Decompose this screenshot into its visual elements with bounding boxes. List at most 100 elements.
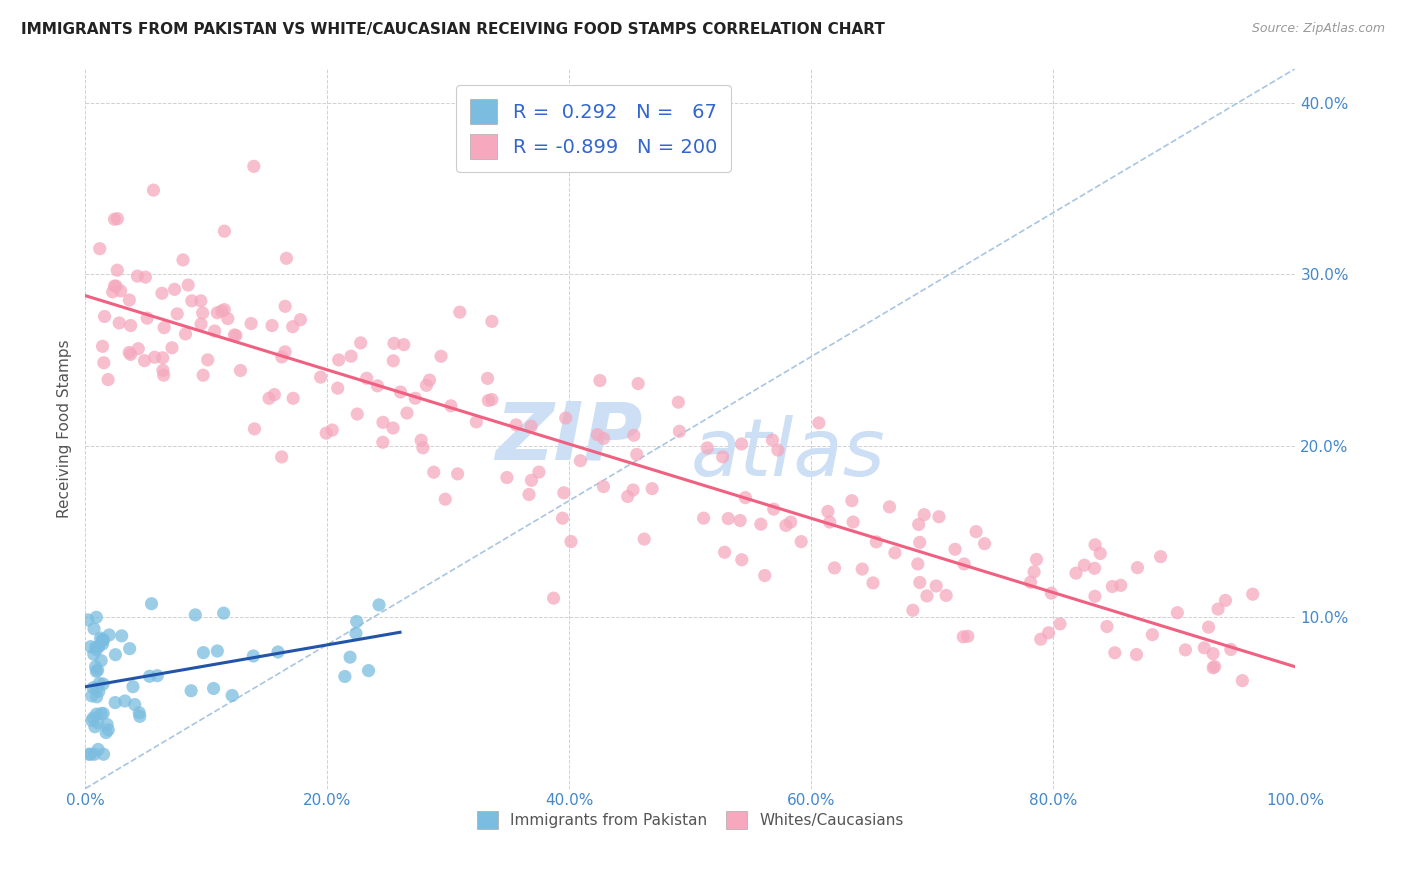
- Point: [89, 242, 111, 256]
- Point: [1219, 642, 1241, 657]
- Point: [730, 437, 752, 451]
- Point: [120, 318, 142, 333]
- Point: [152, 368, 174, 383]
- Point: [1166, 606, 1188, 620]
- Point: [214, 224, 236, 238]
- Point: [290, 312, 312, 326]
- Point: [357, 664, 380, 678]
- Point: [108, 316, 131, 330]
- Point: [775, 518, 797, 533]
- Point: [915, 589, 938, 603]
- Point: [101, 285, 124, 299]
- Point: [865, 534, 887, 549]
- Point: [177, 278, 200, 293]
- Point: [412, 441, 434, 455]
- Point: [82, 711, 104, 725]
- Point: [382, 353, 405, 368]
- Point: [82, 681, 104, 695]
- Point: [956, 629, 979, 643]
- Point: [1073, 558, 1095, 573]
- Point: [824, 561, 846, 575]
- Point: [842, 515, 865, 529]
- Point: [180, 293, 202, 308]
- Point: [86, 681, 108, 696]
- Point: [136, 311, 159, 326]
- Point: [1084, 589, 1107, 603]
- Point: [371, 435, 394, 450]
- Point: [841, 493, 863, 508]
- Point: [93, 310, 115, 324]
- Point: [1025, 552, 1047, 566]
- Point: [333, 669, 356, 683]
- Point: [86, 642, 108, 657]
- Point: [1083, 561, 1105, 575]
- Point: [1090, 547, 1112, 561]
- Point: [505, 417, 527, 432]
- Point: [229, 363, 252, 377]
- Point: [281, 392, 304, 406]
- Point: [152, 363, 174, 377]
- Point: [91, 632, 114, 647]
- Point: [128, 709, 150, 723]
- Point: [86, 690, 108, 704]
- Point: [884, 546, 907, 560]
- Point: [166, 307, 188, 321]
- Point: [105, 263, 128, 277]
- Point: [191, 306, 214, 320]
- Point: [395, 406, 418, 420]
- Text: Source: ZipAtlas.com: Source: ZipAtlas.com: [1251, 22, 1385, 36]
- Point: [711, 450, 734, 464]
- Point: [103, 212, 125, 227]
- Point: [127, 269, 149, 284]
- Point: [163, 282, 186, 296]
- Point: [80, 747, 103, 762]
- Point: [1029, 632, 1052, 647]
- Point: [146, 669, 169, 683]
- Point: [193, 646, 215, 660]
- Point: [382, 421, 405, 435]
- Point: [901, 603, 924, 617]
- Point: [734, 491, 756, 505]
- Point: [389, 384, 412, 399]
- Point: [224, 328, 246, 343]
- Point: [211, 304, 233, 318]
- Point: [1049, 616, 1071, 631]
- Point: [207, 306, 229, 320]
- Point: [862, 575, 884, 590]
- Point: [344, 626, 367, 640]
- Point: [908, 575, 931, 590]
- Point: [122, 680, 145, 694]
- Point: [242, 648, 264, 663]
- Point: [274, 299, 297, 313]
- Point: [623, 428, 645, 442]
- Point: [668, 425, 690, 439]
- Point: [153, 320, 176, 334]
- Point: [1142, 628, 1164, 642]
- Point: [641, 482, 664, 496]
- Point: [481, 392, 503, 407]
- Point: [496, 470, 519, 484]
- Point: [86, 707, 108, 722]
- Point: [90, 631, 112, 645]
- Point: [908, 535, 931, 549]
- Point: [346, 615, 368, 629]
- Point: [80, 689, 103, 703]
- Point: [543, 591, 565, 606]
- Point: [477, 371, 499, 385]
- Point: [118, 293, 141, 307]
- Point: [91, 339, 114, 353]
- Point: [728, 514, 751, 528]
- Point: [276, 252, 298, 266]
- Point: [93, 356, 115, 370]
- Point: [907, 557, 929, 571]
- Point: [368, 598, 391, 612]
- Point: [138, 669, 160, 683]
- Point: [527, 465, 550, 479]
- Point: [77, 613, 100, 627]
- Point: [440, 399, 463, 413]
- Point: [174, 326, 197, 341]
- Point: [328, 353, 350, 368]
- Point: [118, 345, 141, 359]
- Point: [935, 588, 957, 602]
- Point: [382, 336, 405, 351]
